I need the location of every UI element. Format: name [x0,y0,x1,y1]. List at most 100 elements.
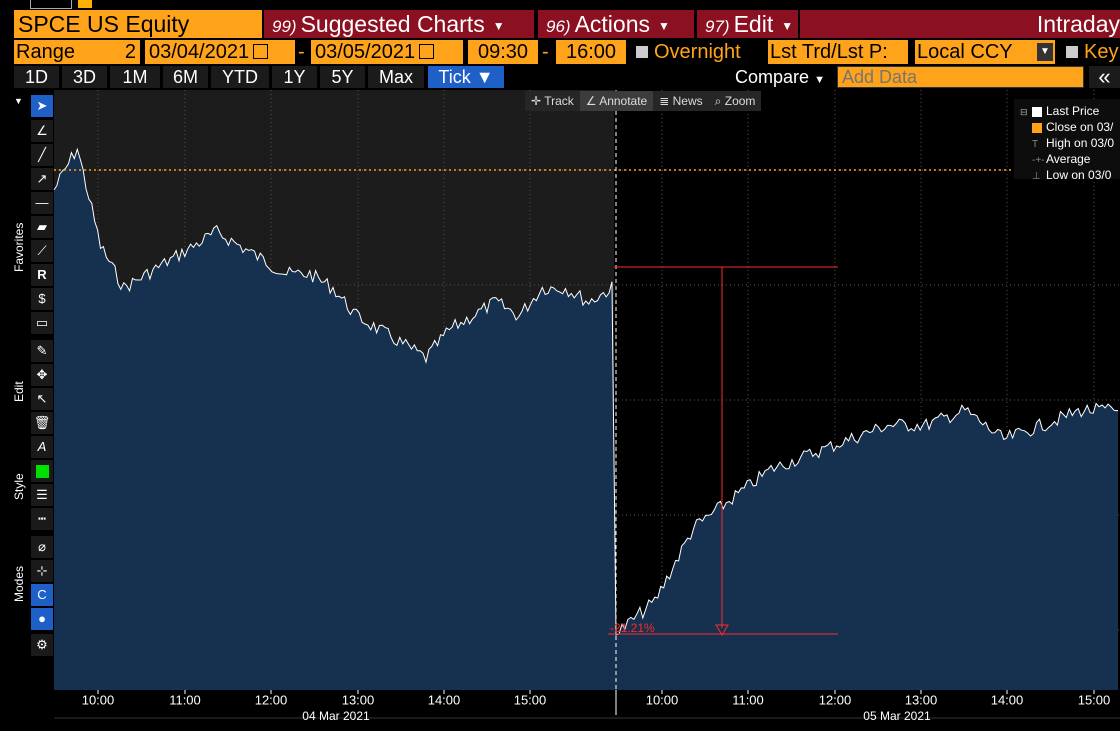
legend-close[interactable]: Close on 03/ [1032,119,1113,135]
price-chart[interactable]: -21.21% 10:00 11:00 12:00 13:00 14:00 15:00 10… [0,90,1120,731]
compare-button[interactable]: Compare ▼ [727,66,833,88]
x-axis-ticks: 10:00 11:00 12:00 13:00 14:00 15:00 10:00 11:00… [82,690,1110,723]
eraser-icon[interactable]: ⌀ [31,536,53,558]
end-date-value: 03/05/2021 [315,41,416,63]
white-swatch-icon [1032,106,1042,117]
track-tool[interactable]: ✛ Track [525,91,580,111]
chevron-down-icon: ▼ [492,18,505,33]
annotate-label: Annotate [599,94,648,108]
measure-annotation[interactable]: -21.21% [608,266,838,636]
x-tick-label: 10:00 [646,693,679,708]
period-1d-button[interactable]: 1D [14,66,59,88]
crosshair-icon: ✛ [531,94,542,108]
zoom-tool[interactable]: ⌕ Zoom [709,91,762,111]
chevron-down-icon[interactable]: ▼ [1037,43,1053,61]
chart-area[interactable]: -21.21% 10:00 11:00 12:00 13:00 14:00 15:00 10… [0,90,1120,731]
calendar-icon[interactable] [419,44,435,60]
toolbar-menu-icon[interactable]: ▼ [14,96,23,106]
end-time-field[interactable]: 16:00 [556,40,626,64]
menu-number: 96) [546,17,571,36]
news-tool[interactable]: ≣ News [653,91,708,111]
legend-low[interactable]: ⊥ Low on 03/0 [1032,167,1111,179]
move-icon[interactable]: ✥ [31,364,53,386]
ray-tool-icon[interactable]: ↗ [31,168,53,190]
x-tick-label: 13:00 [905,693,938,708]
text-style-icon[interactable]: A [31,436,53,458]
actions-menu[interactable]: 96) Actions ▼ [538,10,694,38]
annotate-tool[interactable]: ∠ Annotate [579,91,654,111]
legend-last-price[interactable]: Last Price [1032,103,1099,119]
menu-label: Suggested Charts [300,11,485,37]
legend-average[interactable]: -+- Average [1032,151,1090,169]
horizontal-line-icon[interactable]: — [31,192,53,214]
add-data-input[interactable] [837,66,1084,88]
checkbox-icon[interactable] [636,45,648,58]
multi-color-icon[interactable]: ● [31,608,53,630]
favorites-section-label: Favorites [12,222,26,272]
range-days-field[interactable]: 2 [82,40,140,64]
key-toggle[interactable]: Key [1066,40,1120,64]
period-3d-button[interactable]: 3D [62,66,107,88]
view-mode-label[interactable]: Intraday [800,10,1120,38]
collapse-icon[interactable]: « [1089,66,1120,88]
line-style-icon[interactable]: ┅ [31,508,53,530]
retracement-icon[interactable]: R [31,264,53,286]
trend-icon[interactable]: ⟋ [31,240,53,262]
orange-swatch-icon [1032,122,1042,133]
select-arrow-icon[interactable]: ↖ [31,388,53,410]
menu-label: Edit [733,11,774,37]
color-icon[interactable] [31,460,53,482]
x-tick-label: 14:00 [428,693,461,708]
price-label-icon[interactable]: $ [31,288,53,310]
menu-number: 99) [272,17,297,36]
chevron-down-icon: ▼ [781,18,794,33]
period-max-button[interactable]: Max [368,66,424,88]
magnet-icon[interactable]: C [31,584,53,606]
period-1m-button[interactable]: 1M [110,66,160,88]
rectangle-icon[interactable]: ▭ [31,312,53,334]
trash-icon[interactable]: 🗑 [31,412,53,434]
high-marker-icon: T [1032,139,1039,150]
period-tick-button[interactable]: Tick ▼ [428,66,504,88]
start-date-field[interactable]: 03/04/2021 [145,40,295,64]
x-tick-label: 10:00 [82,693,115,708]
track-label: Track [544,94,574,108]
legend-average-label: Average [1046,152,1091,166]
gear-icon[interactable]: ⚙ [31,634,53,656]
range-label: Range [14,40,82,64]
edit-menu[interactable]: 97) Edit ▼ [697,10,798,38]
period-ytd-button[interactable]: YTD [211,66,269,88]
legend-collapse-icon[interactable]: ⊟ [1020,107,1028,117]
channel-icon[interactable]: ▰ [31,216,53,238]
period-1y-button[interactable]: 1Y [272,66,317,88]
security-field[interactable]: SPCE US Equity [14,10,262,38]
snap-icon[interactable]: ⊹ [31,560,53,582]
checkbox-icon[interactable] [1066,45,1078,58]
period-5y-button[interactable]: 5Y [320,66,365,88]
pen-icon[interactable]: ✎ [31,340,53,362]
legend-high[interactable]: T High on 03/0 [1032,135,1114,153]
period-6m-button[interactable]: 6M [163,66,208,88]
edit-section-label: Edit [12,381,26,402]
field-selector[interactable]: Lst Trd/Lst P: [768,40,908,64]
chart-tools-bar: ✛ Track ∠ Annotate ≣ News ⌕ Zoom [525,91,762,111]
modes-section-label: Modes [12,565,26,602]
line-width-icon[interactable]: ☰ [31,484,53,506]
start-time-field[interactable]: 09:30 [468,40,538,64]
legend-last-price-label: Last Price [1046,104,1100,118]
calendar-icon[interactable] [253,44,269,60]
overnight-toggle[interactable]: Overnight [636,40,766,64]
pointer-icon[interactable]: ➤ [31,95,53,117]
period-bar: 1D 3D 1M 6M YTD 1Y 5Y Max Tick ▼ Compare… [0,66,1120,88]
suggested-charts-menu[interactable]: 99) Suggested Charts ▼ [264,10,534,38]
x-tick-label: 14:00 [991,693,1024,708]
end-date-field[interactable]: 03/05/2021 [311,40,463,64]
x-tick-label: 11:00 [732,693,764,708]
chart-legend[interactable]: ⊟ Last Price Close on 03/ T High on 03/0 … [1014,99,1120,179]
menu-number: 97) [705,17,730,36]
annotate-icon[interactable]: ∠ [31,120,53,142]
average-marker-icon: -+- [1032,155,1045,166]
currency-select[interactable]: Local CCY ▼ [915,40,1055,64]
price-area-fill [54,149,1118,691]
line-tool-icon[interactable]: ╱ [31,144,53,166]
